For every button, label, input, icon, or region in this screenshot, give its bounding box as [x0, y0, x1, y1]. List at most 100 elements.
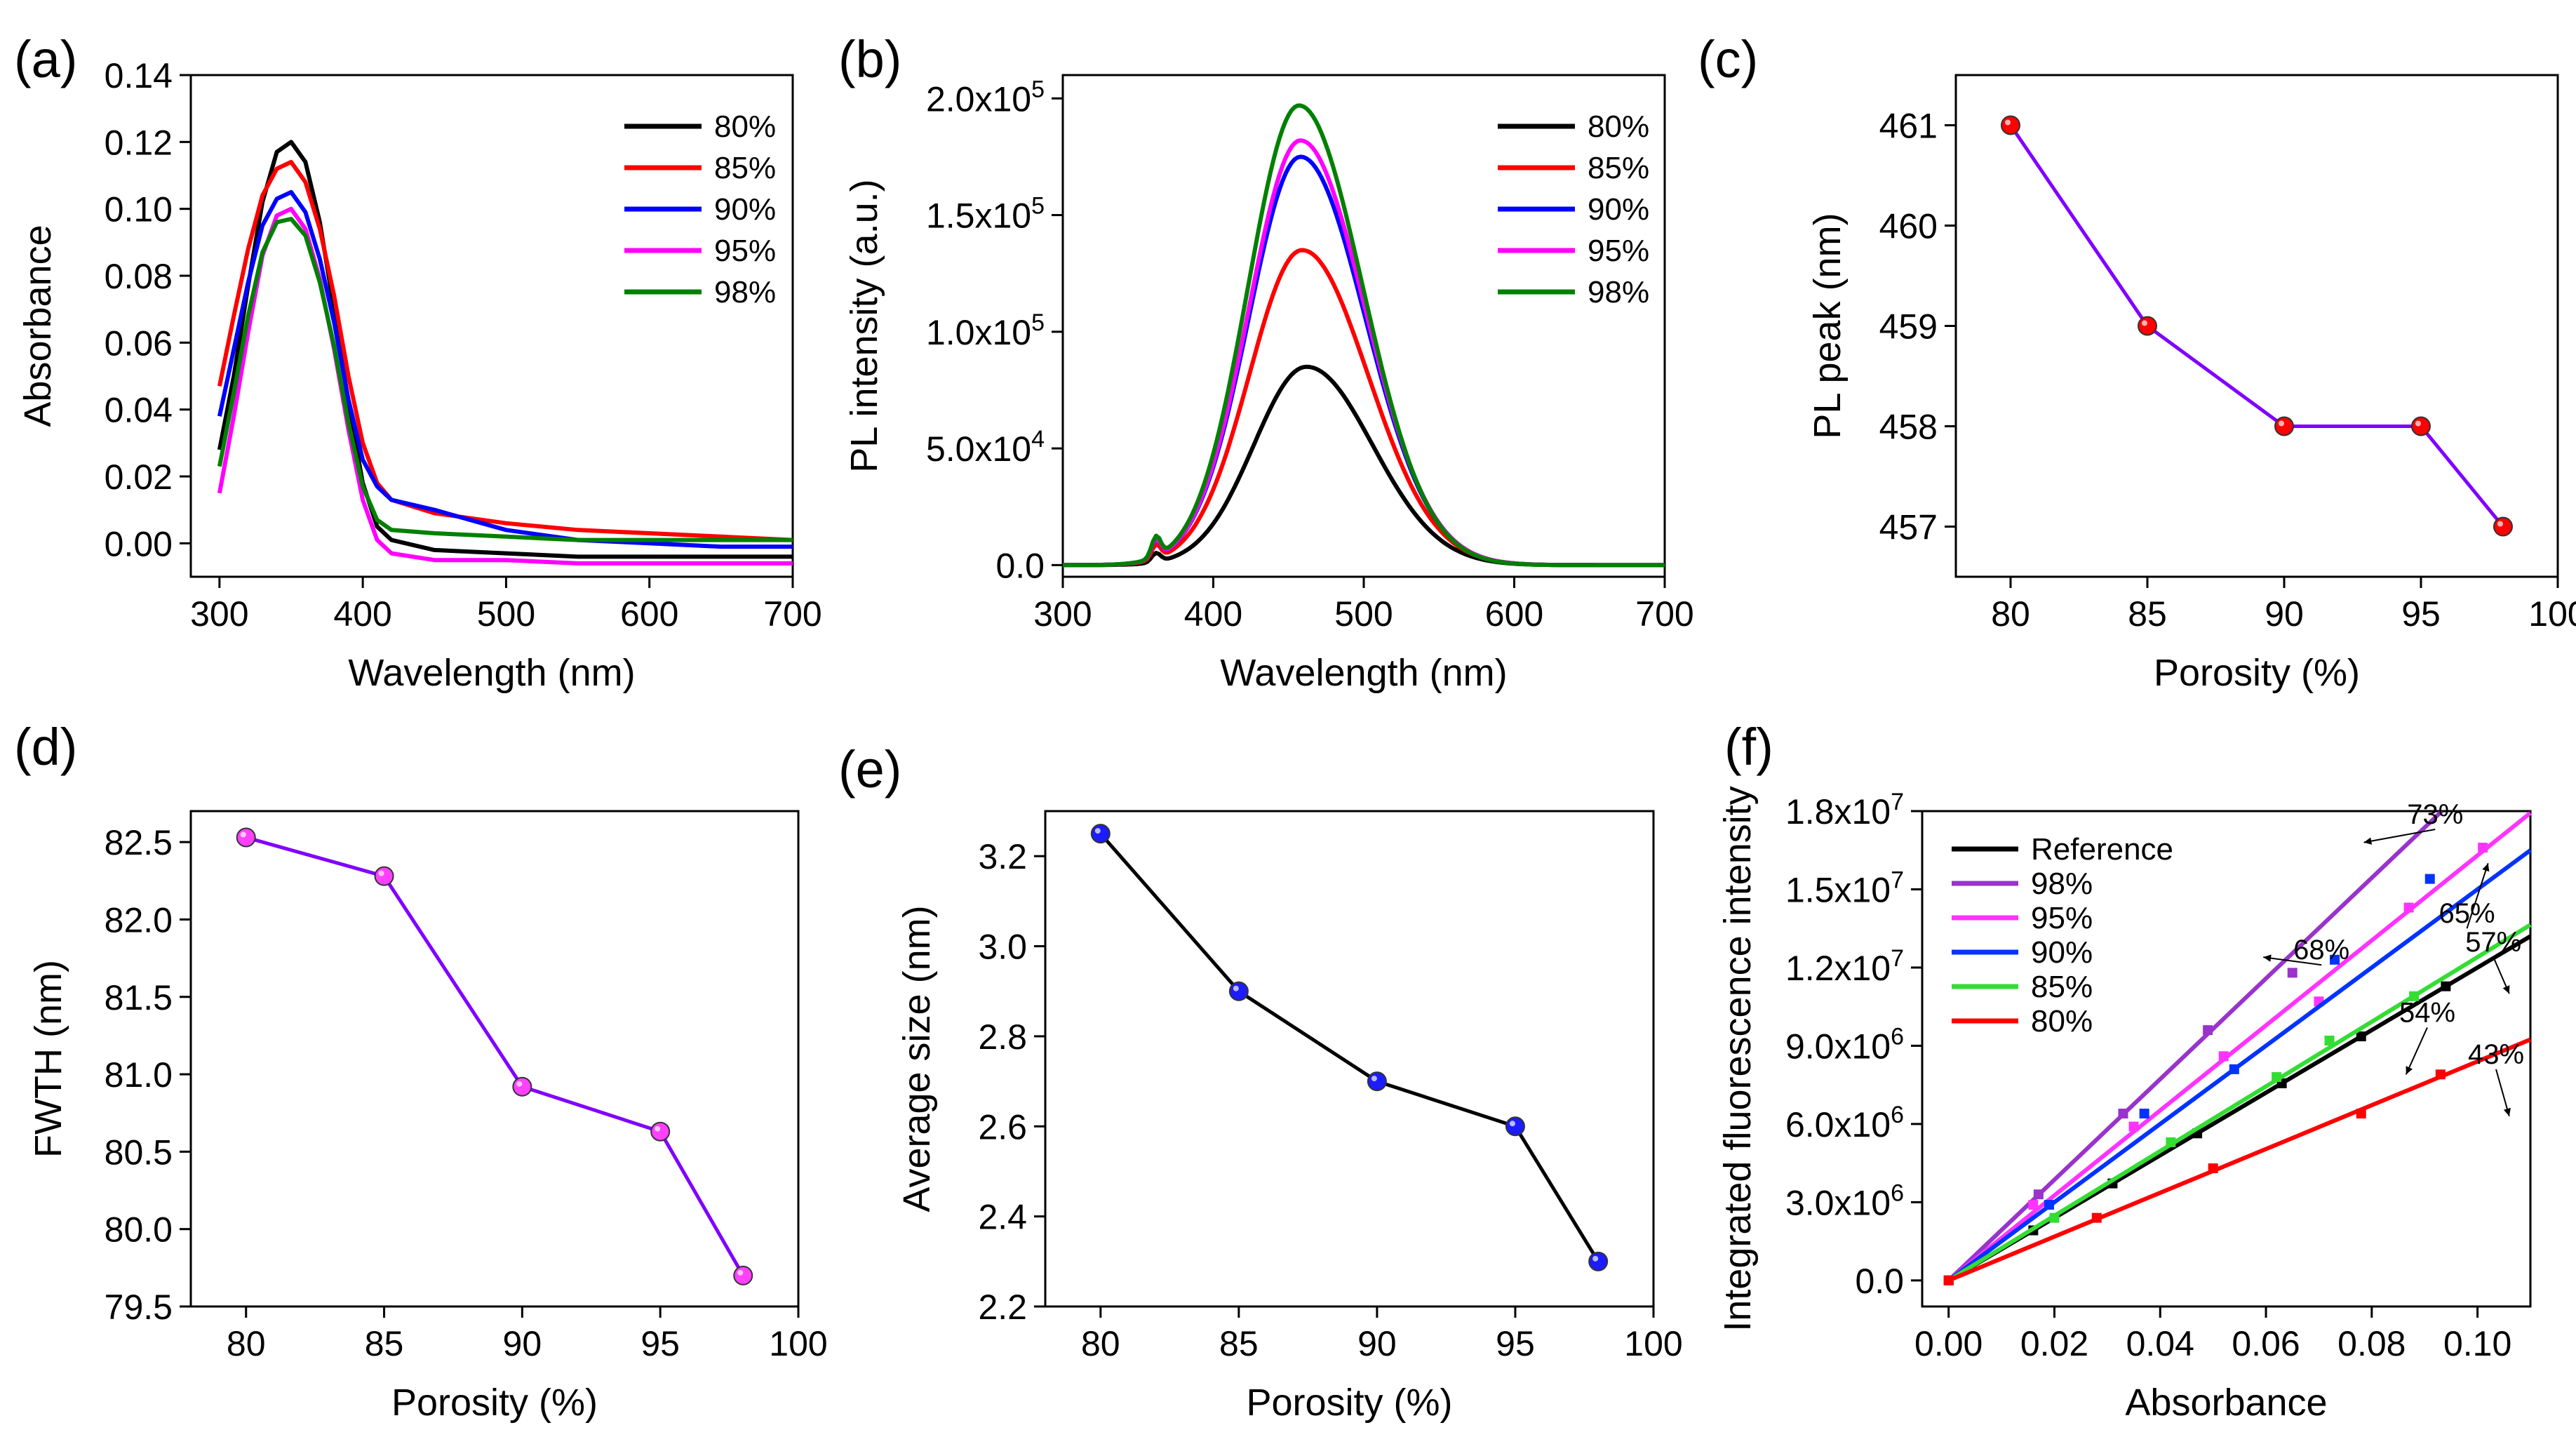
data-point — [2044, 1200, 2054, 1210]
data-point — [2208, 1163, 2218, 1174]
series-line — [2008, 124, 2504, 528]
plot-frame — [189, 810, 800, 1308]
legend-label: 80% — [1588, 109, 1649, 144]
x-tick-label: 90 — [2265, 594, 2304, 634]
y-axis-label: Integrated fluorescence intensity — [1717, 786, 1759, 1331]
x-tick-label: 85 — [2128, 594, 2167, 634]
x-tick-label: 0.04 — [2126, 1324, 2194, 1363]
legend-label: 80% — [2031, 1004, 2093, 1038]
data-point-highlight — [1371, 1076, 1377, 1082]
data-point-highlight — [516, 1081, 523, 1087]
annotation-label: 65% — [2439, 898, 2495, 929]
legend-label: 85% — [2031, 970, 2093, 1004]
x-tick-label: 95 — [1496, 1324, 1535, 1363]
panel-letter: (b) — [838, 30, 901, 88]
data-point — [236, 827, 256, 848]
fit-line — [1947, 1037, 2532, 1283]
panel-a-absorbance: (a) 300 400 500 600 700 0.00 0.02 0.04 0.06 0.08 0.… — [14, 30, 822, 694]
y-axis-label: FWTH (nm) — [27, 960, 69, 1158]
y-tick-label: 9.0x106 — [1785, 1023, 1904, 1066]
y-tick-label: 3.0x106 — [1785, 1179, 1904, 1222]
legend-label: 85% — [1588, 151, 1649, 185]
legend-label: 90% — [714, 192, 776, 227]
data-point — [2091, 1212, 2102, 1223]
data-point — [2409, 991, 2420, 1001]
y-tick-label: 82.5 — [105, 823, 173, 862]
data-point — [2033, 1189, 2044, 1200]
annotation-arrow — [2466, 863, 2489, 929]
y-tick-label: 461 — [1879, 107, 1938, 146]
data-point — [2229, 1064, 2239, 1074]
x-tick-label: 80 — [1081, 1324, 1120, 1363]
y-tick-label: 0.00 — [105, 524, 173, 563]
data-point-highlight — [1592, 1255, 1599, 1262]
annotation-arrow — [2263, 956, 2322, 966]
fit-line — [1947, 923, 2532, 1283]
annotation-label: 57% — [2465, 927, 2521, 958]
y-tick-label: 3.0 — [978, 928, 1027, 967]
series-line — [1063, 138, 1665, 568]
y-tick-label: 6.0x106 — [1785, 1102, 1904, 1144]
y-tick-label: 81.0 — [105, 1055, 173, 1095]
data-point-highlight — [2142, 320, 2147, 326]
data-point — [2049, 1212, 2060, 1223]
data-point — [2028, 1200, 2039, 1210]
x-tick-label: 100 — [1624, 1324, 1682, 1363]
data-point — [2287, 968, 2297, 978]
data-point — [1090, 824, 1111, 844]
plot-frame — [1061, 74, 1666, 578]
y-tick-label: 0.0 — [995, 546, 1045, 585]
y-axis-label: PL peak (nm) — [1806, 213, 1849, 439]
x-tick-label: 400 — [333, 594, 391, 634]
data-point-highlight — [2005, 119, 2011, 126]
annotation-arrowhead — [2503, 1107, 2511, 1116]
panel-letter: (d) — [14, 718, 77, 776]
x-tick-label: 400 — [1184, 594, 1242, 634]
data-point-highlight — [655, 1125, 661, 1132]
data-point — [512, 1076, 532, 1097]
x-tick-label: 95 — [640, 1324, 680, 1363]
annotation-arrowhead — [2502, 985, 2510, 994]
y-tick-label: 2.4 — [978, 1198, 1027, 1237]
data-point — [2356, 1109, 2366, 1119]
x-tick-label: 600 — [1485, 594, 1543, 634]
y-tick-label: 81.5 — [105, 978, 173, 1017]
annotation-arrow — [2363, 829, 2436, 843]
x-axis-label: Porosity (%) — [1246, 1382, 1452, 1424]
annotation-arrowhead — [2363, 837, 2373, 845]
data-point — [2118, 1109, 2128, 1119]
x-tick-label: 0.08 — [2337, 1324, 2406, 1363]
data-point-highlight — [378, 870, 384, 876]
y-tick-label: 1.0x105 — [926, 309, 1045, 352]
y-tick-label: 1.2x107 — [1785, 945, 1904, 988]
data-point — [2272, 1072, 2282, 1083]
data-point — [2166, 1137, 2176, 1147]
y-tick-label: 0.12 — [105, 123, 173, 162]
x-tick-label: 600 — [620, 594, 678, 634]
y-axis-label: Average size (nm) — [896, 905, 938, 1212]
y-tick-label: 460 — [1879, 207, 1938, 246]
legend-label: 80% — [714, 109, 776, 144]
series-line — [217, 159, 793, 542]
y-tick-label: 3.2 — [978, 837, 1027, 876]
y-tick-label: 5.0x104 — [926, 426, 1045, 469]
plot-frame — [1044, 810, 1655, 1308]
data-point — [2478, 843, 2488, 853]
data-point — [2493, 516, 2513, 537]
data-point-highlight — [737, 1269, 744, 1276]
y-tick-label: 1.5x105 — [926, 193, 1045, 236]
y-axis-label: Absorbance — [17, 225, 59, 427]
data-point — [2138, 316, 2157, 336]
data-point — [2330, 954, 2340, 965]
data-point — [2274, 416, 2294, 436]
y-tick-label: 0.06 — [105, 323, 173, 363]
panel-letter: (a) — [14, 30, 77, 88]
y-tick-label: 0.0 — [1855, 1262, 1904, 1301]
x-tick-label: 85 — [1219, 1324, 1259, 1363]
legend-label: 95% — [1588, 234, 1649, 268]
annotation-arrowhead — [2263, 954, 2272, 962]
legend-label: 85% — [714, 151, 776, 185]
panel-letter: (f) — [1724, 718, 1773, 776]
data-point-highlight — [2497, 521, 2503, 527]
data-point — [1228, 981, 1249, 1001]
